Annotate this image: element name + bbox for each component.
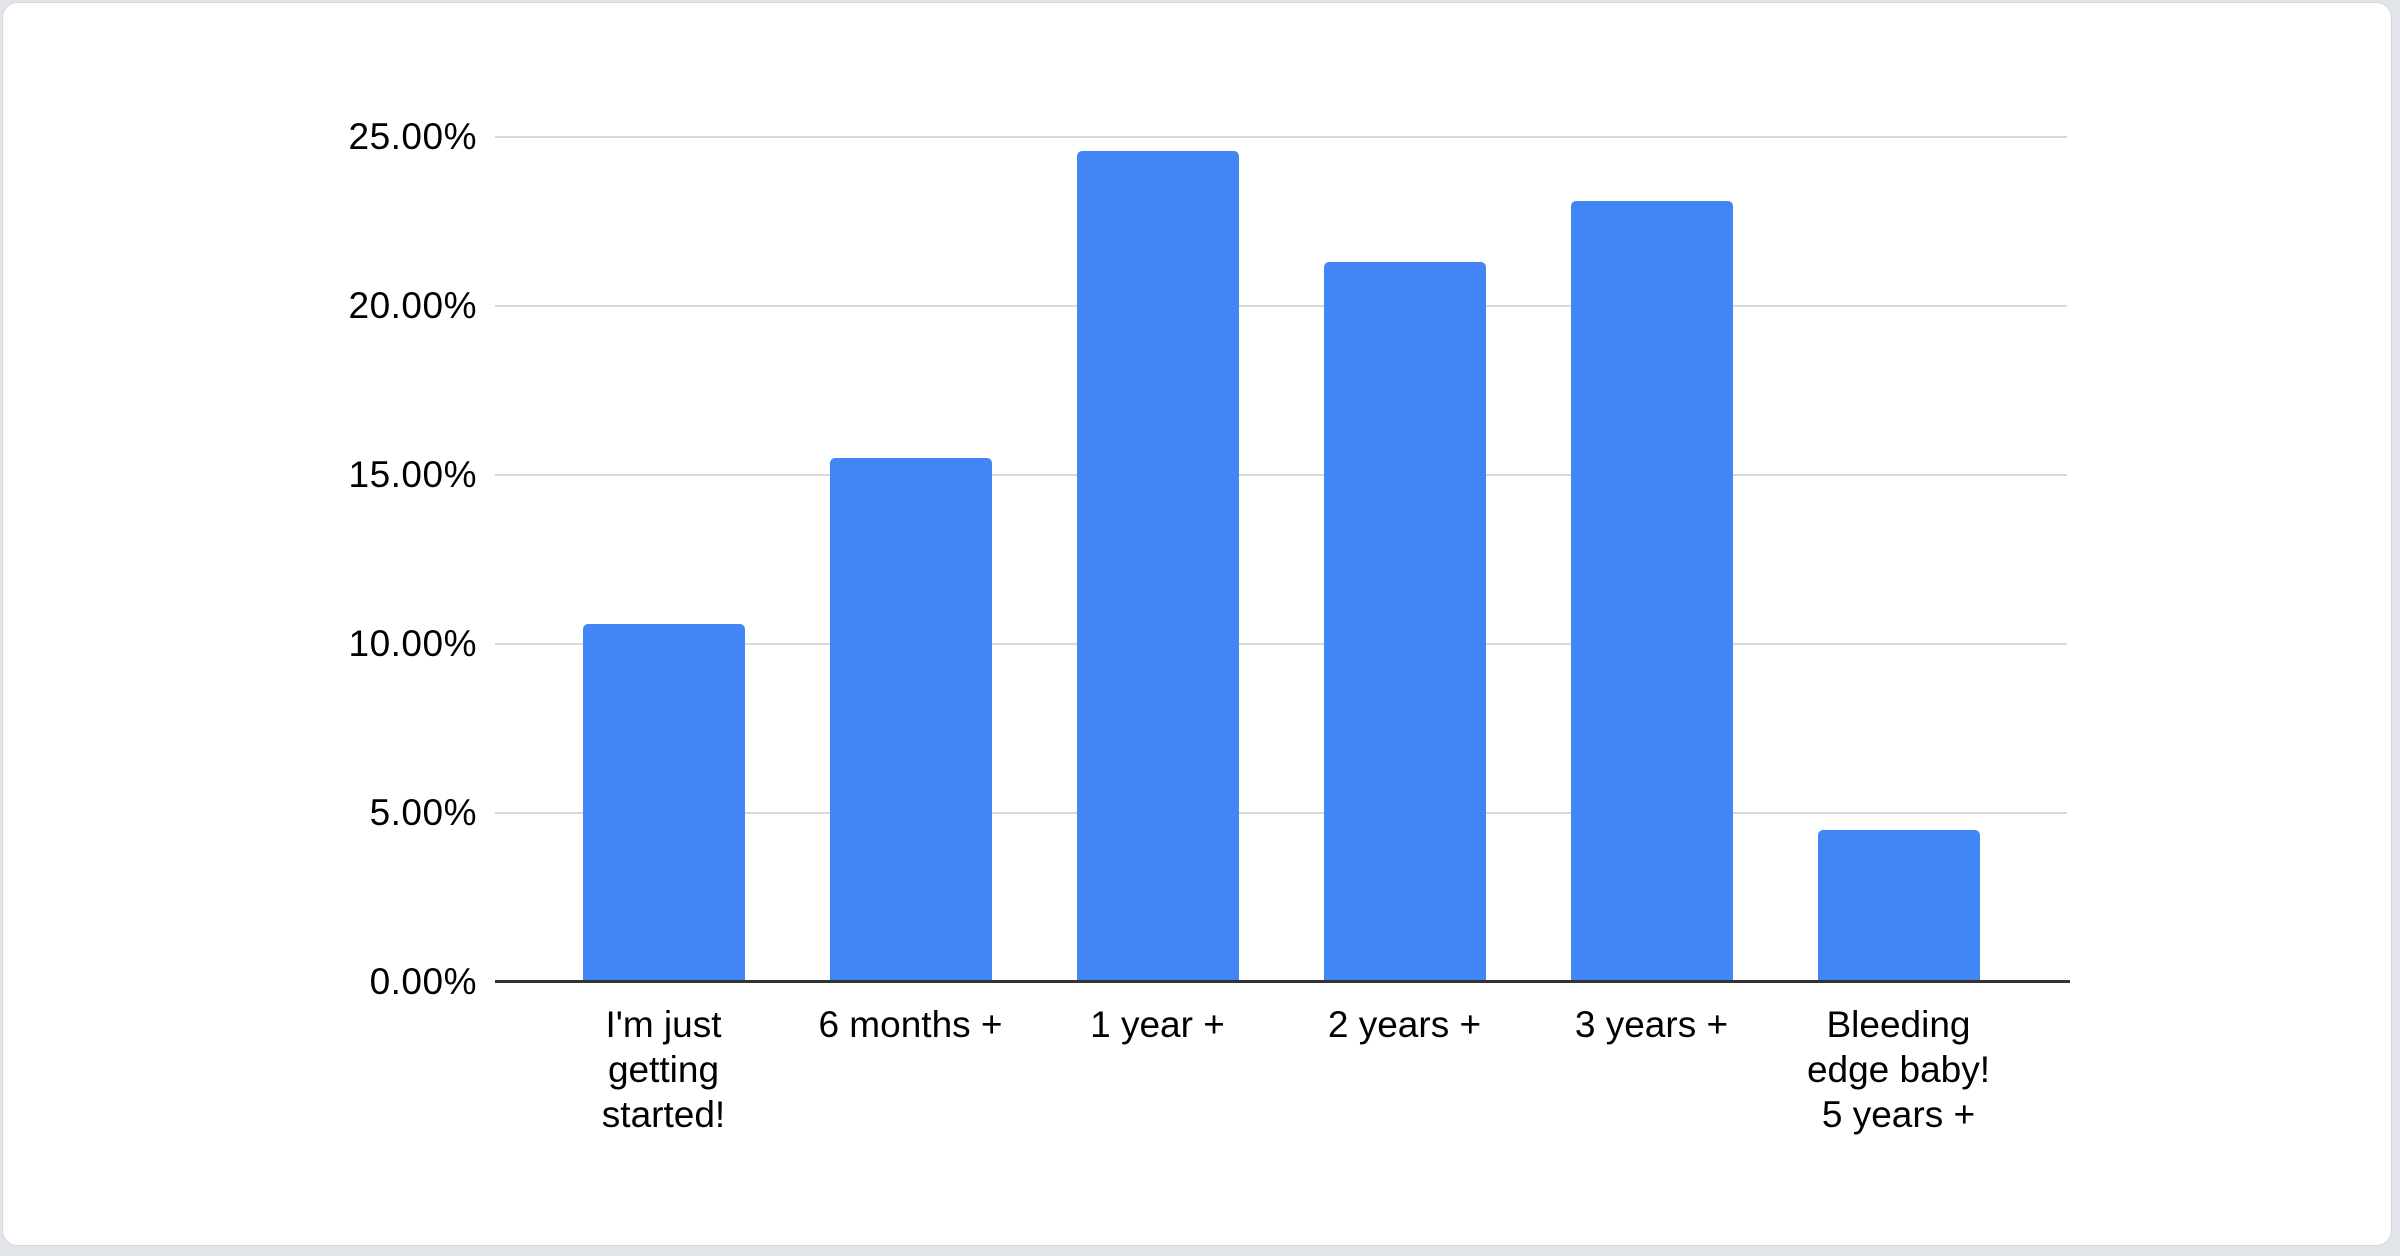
x-axis-category-label: 2 years + (1327, 1004, 1482, 1045)
y-axis-tick-label: 5.00% (369, 792, 477, 833)
gridline (495, 136, 2067, 138)
bar[interactable] (1570, 201, 1733, 980)
gridline (495, 474, 2067, 476)
bar[interactable] (1817, 829, 1980, 980)
x-axis-category-label: 6 months + (818, 1004, 1003, 1045)
y-axis-tick-label: 10.00% (348, 623, 477, 664)
bar[interactable] (829, 458, 992, 980)
gridline (495, 643, 2067, 645)
bar[interactable] (1323, 262, 1486, 980)
y-axis-tick-label: 15.00% (348, 454, 477, 495)
bar[interactable] (582, 623, 745, 980)
y-axis-tick-label: 0.00% (369, 961, 477, 1002)
y-axis-tick-label: 25.00% (348, 116, 477, 157)
x-axis-category-label: Bleeding edge baby! 5 years + (1806, 1004, 1991, 1135)
x-axis-category-label: 3 years + (1574, 1004, 1729, 1045)
gridline (495, 812, 2067, 814)
bar[interactable] (1076, 150, 1239, 980)
x-axis-line (495, 980, 2070, 983)
y-axis-tick-label: 20.00% (348, 285, 477, 326)
x-axis-category-label: I'm just getting started! (601, 1004, 726, 1135)
gridline (495, 305, 2067, 307)
x-axis-category-label: 1 year + (1090, 1004, 1225, 1045)
